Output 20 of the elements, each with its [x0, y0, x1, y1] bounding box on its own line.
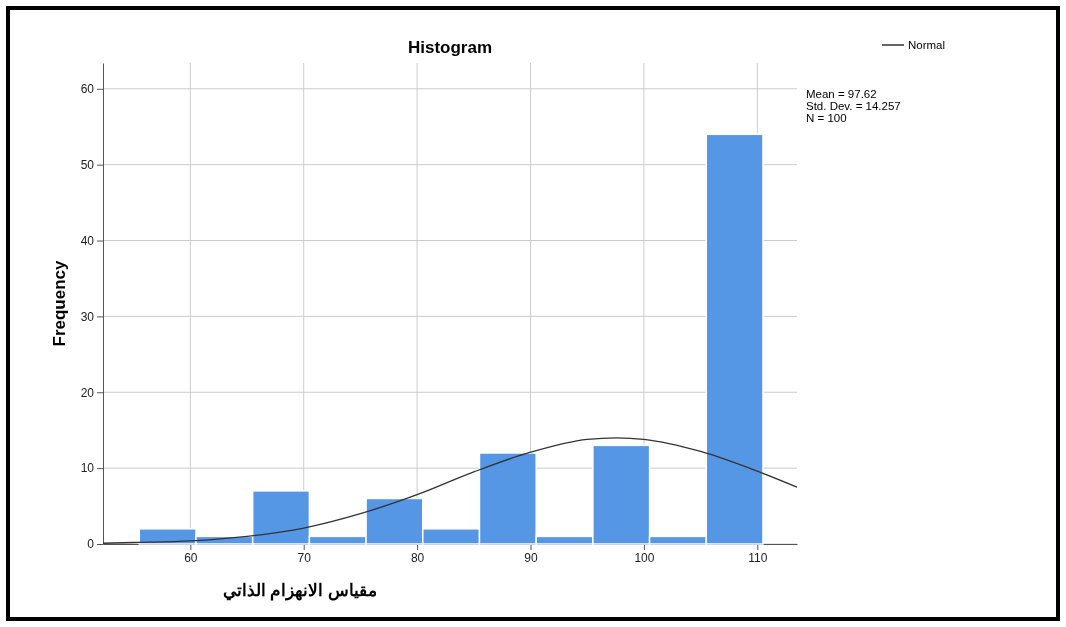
x-axis-title: مقياس الانهزام الذاتي	[222, 581, 378, 601]
x-tick-label: 110	[748, 550, 768, 565]
text: Std. Dev. = 14.257	[806, 100, 901, 112]
x-tick-label: 70	[297, 550, 312, 565]
x-tick-label: 90	[524, 550, 539, 565]
x-tick-label: 100	[634, 550, 655, 565]
y-tick-label: 60	[80, 82, 95, 97]
text: N = 100	[806, 112, 847, 124]
y-tick-label: 20	[80, 385, 95, 400]
text: Mean = 97.62	[806, 88, 877, 100]
y-axis-title: Frequency	[50, 259, 69, 347]
legend-label: Normal	[908, 39, 946, 51]
y-tick-label: 40	[80, 233, 95, 248]
y-tick-label: 10	[80, 461, 95, 476]
y-tick-label: 50	[80, 158, 95, 172]
chart-title: Histogram	[407, 38, 493, 57]
x-tick-label: 80	[410, 550, 425, 565]
y-tick-label: 0	[87, 537, 95, 552]
y-tick-label: 30	[80, 309, 95, 324]
x-tick-label: 60	[184, 550, 198, 565]
